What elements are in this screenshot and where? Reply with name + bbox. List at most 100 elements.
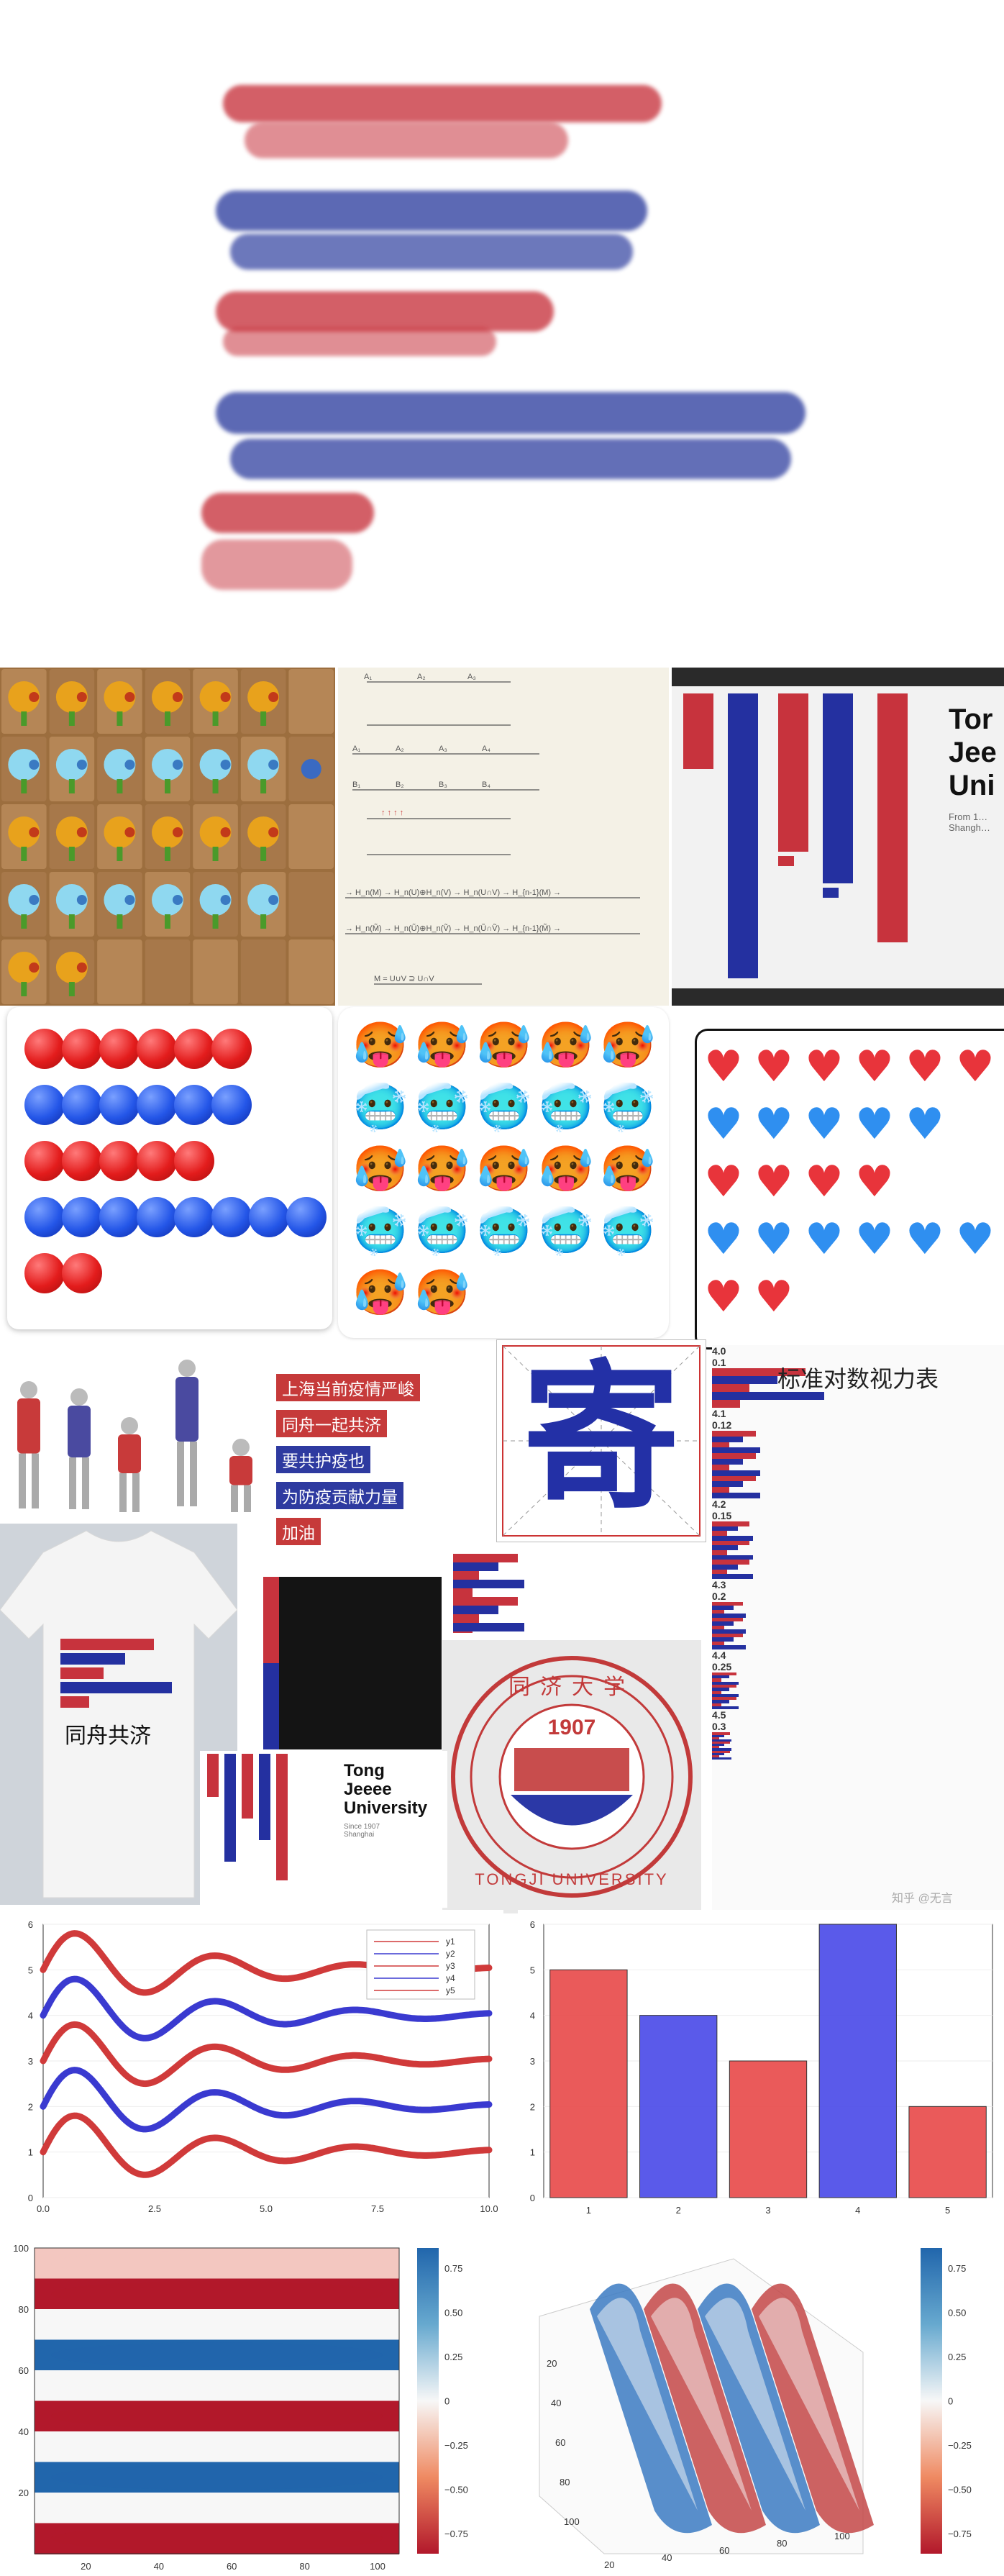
- series-line-y3: [40, 2021, 493, 2088]
- flag-bar: [453, 1597, 518, 1606]
- svg-text:→ H_n(M) → H_n(U)⊕H_n(V) → H_n: → H_n(M) → H_n(U)⊕H_n(V) → H_n(U∩V) → H_…: [345, 888, 561, 897]
- plant-mouth: [76, 895, 87, 905]
- blue-ball: [62, 1085, 102, 1125]
- y-tick-label: 20: [19, 2488, 29, 2498]
- plant-stem: [68, 711, 75, 726]
- legend-label: y2: [446, 1949, 455, 1959]
- red-ball: [62, 1253, 102, 1293]
- plant-stem: [260, 847, 267, 861]
- eye-symbol-bar: [712, 1744, 725, 1747]
- blue-heart-icon: ♥: [704, 1214, 743, 1265]
- eye-symbol-bar: [712, 1637, 734, 1642]
- eye-symbol-bar: [712, 1431, 756, 1437]
- x-tick-label: 100: [370, 2561, 385, 2572]
- eye-symbol-bar: [712, 1750, 730, 1753]
- character-grid-svg: [502, 1345, 700, 1537]
- plant: [55, 816, 88, 848]
- heatmap-blob: [51, 2281, 383, 2307]
- x-tick-label: 40: [154, 2561, 164, 2572]
- figure-body: [118, 1434, 141, 1473]
- red-ball: [24, 1253, 65, 1293]
- plant: [55, 884, 88, 916]
- eye-row-right-value: 0.2: [712, 1590, 726, 1602]
- tonji2-title-3: University: [344, 1798, 428, 1818]
- plant-mouth: [124, 827, 135, 837]
- math-diagram-svg: A₁ A₂ A₃ A₁ A₂ A₃ A₄ B₁ B₂ B₃ B₄ → H_n(M) → H_n(…: [345, 673, 640, 985]
- y-tick-label: 60: [19, 2365, 29, 2376]
- grid-block: [263, 1663, 279, 1678]
- y-tick-label: 5: [530, 1965, 535, 1975]
- series-line-y4: [40, 1975, 493, 2042]
- eye-symbol-bar: [712, 1606, 734, 1610]
- y-tick-label: 3: [530, 2056, 535, 2067]
- plant-mouth: [76, 692, 87, 702]
- red-heart-icon: ♥: [805, 1042, 844, 1092]
- eye-symbol-bar: [712, 1737, 719, 1739]
- blue-heart-icon: ♥: [805, 1214, 844, 1265]
- grid-block: [263, 1620, 279, 1634]
- axis-tick-label: 100: [564, 2516, 580, 2527]
- plot-frame: [34, 2247, 400, 2554]
- plant-mouth: [268, 692, 279, 702]
- colorbar-tick: 0.75: [948, 2263, 966, 2274]
- plant-stem: [212, 779, 219, 793]
- plant-mouth: [124, 760, 135, 770]
- plant-stem: [260, 914, 267, 929]
- grid-block: [263, 1721, 279, 1735]
- hearts-card: ♥ ♥ ♥ ♥ ♥ ♥ ♥ ♥ ♥ ♥ ♥ ♥ ♥ ♥ ♥ ♥ ♥ ♥ ♥ ♥ ♥ ♥ ♥: [695, 1029, 1004, 1350]
- y-tick-label: 1: [28, 2147, 33, 2158]
- plant-stem: [117, 914, 123, 929]
- seal-top-text: 同济大学: [508, 1675, 635, 1700]
- tonji2-sub: Since 1907 Shanghai: [344, 1823, 380, 1839]
- plant-mouth: [173, 895, 183, 905]
- red-ball: [211, 1029, 252, 1069]
- red-ball: [24, 1141, 65, 1181]
- figure-body: [17, 1398, 40, 1454]
- svg-text:A₄: A₄: [482, 745, 490, 753]
- cold-face-icon: 🥶: [538, 1204, 594, 1257]
- plant-stem: [21, 914, 27, 929]
- y-tick-label: 40: [19, 2426, 29, 2437]
- plant: [199, 816, 232, 848]
- svg-text:B₄: B₄: [482, 780, 490, 789]
- colorbar-tick: 0.25: [444, 2352, 462, 2362]
- legend-box: [366, 1929, 475, 2000]
- colorbar: [921, 2248, 942, 2554]
- y-tick-label: 80: [19, 2304, 29, 2315]
- eye-symbol-bar: [712, 1609, 725, 1614]
- eye-symbol-bar: [712, 1540, 749, 1546]
- svg-text:A₁: A₁: [364, 673, 372, 681]
- eye-symbol-bar: [712, 1678, 722, 1682]
- eye-symbol-bar: [712, 1633, 743, 1638]
- eye-symbol-bar: [712, 1487, 730, 1493]
- svg-text:B₃: B₃: [439, 780, 447, 789]
- heatmap-blob: [51, 2342, 383, 2368]
- slogan-line-2: 同舟一起共济: [276, 1410, 387, 1437]
- cold-face-icon: 🥶: [476, 1204, 532, 1257]
- red-heart-icon: ♥: [754, 1042, 793, 1092]
- svg-text:M = U∪V ⊇ U∩V: M = U∪V ⊇ U∩V: [374, 975, 434, 983]
- eye-symbol-bar: [712, 1459, 743, 1465]
- legend-label: y5: [446, 1985, 455, 1995]
- dark-bar-tile: [263, 1577, 442, 1749]
- eye-symbol-bar: [712, 1617, 743, 1622]
- grid-block: [263, 1634, 279, 1649]
- plant: [8, 952, 40, 983]
- cold-face-icon: 🥶: [538, 1080, 594, 1133]
- eye-symbol-bar: [712, 1672, 736, 1675]
- eye-symbol-bar: [712, 1614, 746, 1618]
- eye-symbol-bar: [712, 1645, 746, 1649]
- x-tick-label: 2.5: [148, 2203, 161, 2214]
- plant: [8, 681, 40, 713]
- plant-mouth: [76, 962, 87, 973]
- tonji2-title-1: Tong: [344, 1761, 385, 1780]
- plant-stem: [117, 779, 123, 793]
- cold-face-icon: 🥶: [414, 1080, 470, 1133]
- blue-ball: [174, 1085, 214, 1125]
- grid-block: [263, 1678, 279, 1692]
- red-ball: [62, 1029, 102, 1069]
- eye-symbol-bar: [712, 1574, 753, 1579]
- flag-bar: [453, 1631, 473, 1633]
- eye-symbol-bar: [712, 1368, 806, 1376]
- grid-cell: [288, 804, 334, 869]
